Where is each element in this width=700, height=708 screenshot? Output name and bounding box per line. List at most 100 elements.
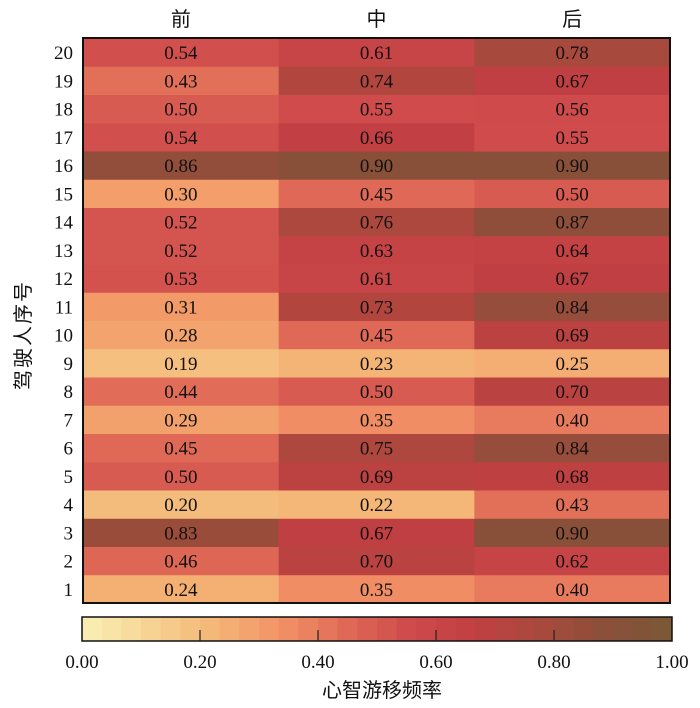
cell-value-label: 0.52 <box>164 241 197 262</box>
heatmap-cell <box>278 38 475 67</box>
cell-value-label: 0.23 <box>360 354 393 375</box>
heatmap-cell <box>83 66 280 95</box>
cell-value-label: 0.67 <box>360 523 393 544</box>
heatmap-cell <box>83 461 280 491</box>
heatmap-cell <box>278 94 475 124</box>
colorbar-segment <box>180 617 201 641</box>
colorbar-tick-label: 0.60 <box>419 652 452 673</box>
heatmap-cell <box>474 207 671 237</box>
heatmap-cell <box>83 377 280 406</box>
y-tick-label: 20 <box>54 43 73 64</box>
heatmap-cell <box>278 235 475 265</box>
cell-value-label: 0.54 <box>164 43 198 64</box>
cell-value-label: 0.22 <box>360 495 393 516</box>
colorbar-segment <box>298 617 319 641</box>
heatmap-cell <box>474 546 671 576</box>
heatmap-cell <box>474 122 671 152</box>
colorbar-segment <box>593 617 614 641</box>
cell-value-label: 0.55 <box>360 100 393 121</box>
cell-value-label: 0.30 <box>164 184 197 205</box>
colorbar-segment <box>652 617 673 641</box>
heatmap-cell <box>278 179 475 208</box>
cell-value-label: 0.84 <box>556 297 590 318</box>
heatmap-cell <box>278 490 475 519</box>
cell-value-label: 0.64 <box>556 241 590 262</box>
heatmap-cell <box>83 574 280 604</box>
colorbar-tick-labels: 0.00 0.20 0.40 0.60 0.80 1.00 <box>65 652 688 673</box>
y-tick-label: 2 <box>64 552 74 573</box>
cell-value-label: 0.74 <box>360 71 394 92</box>
heatmap-cell <box>474 94 671 124</box>
heatmap-cell <box>83 235 280 265</box>
cell-value-label: 0.90 <box>556 156 589 177</box>
heatmap-cell <box>278 207 475 237</box>
y-tick-label: 19 <box>54 71 73 92</box>
cell-value-label: 0.35 <box>360 580 393 601</box>
cell-value-label: 0.67 <box>556 71 589 92</box>
heatmap-cell <box>474 518 671 547</box>
heatmap-value-labels: 0.24 0.35 0.40 0.46 0.70 0.62 0.83 0.67 0.90 0.20… <box>164 43 589 601</box>
cell-value-label: 0.73 <box>360 297 393 318</box>
cell-value-label: 0.55 <box>556 128 589 149</box>
y-tick-label: 11 <box>55 297 73 318</box>
heatmap-cell <box>278 122 475 152</box>
colorbar-segment <box>416 617 437 641</box>
heatmap-cell <box>474 320 671 350</box>
heatmap-cell <box>83 151 280 180</box>
cell-value-label: 0.67 <box>556 269 589 290</box>
colorbar-segment <box>573 617 594 641</box>
y-tick-label: 5 <box>64 467 74 488</box>
cell-value-label: 0.87 <box>556 213 589 234</box>
colorbar-ticks <box>199 630 555 641</box>
heatmap-cell <box>278 461 475 491</box>
heatmap-cells <box>83 38 671 604</box>
cell-value-label: 0.45 <box>164 439 197 460</box>
colorbar-segment <box>259 617 280 641</box>
heatmap-cell <box>474 292 671 321</box>
heatmap-cell <box>278 264 475 293</box>
heatmap-cell <box>474 433 671 463</box>
y-tick-label: 14 <box>54 213 74 234</box>
colorbar-segment <box>396 617 417 641</box>
cell-value-label: 0.40 <box>556 580 589 601</box>
cell-value-label: 0.29 <box>164 410 197 431</box>
cell-value-label: 0.69 <box>556 326 589 347</box>
heatmap-cell <box>278 66 475 95</box>
cell-value-label: 0.45 <box>360 184 393 205</box>
heatmap-cell <box>278 320 475 350</box>
heatmap-cell <box>83 264 280 293</box>
y-tick-label: 15 <box>54 184 73 205</box>
colorbar-segment <box>239 617 260 641</box>
colorbar-segment <box>377 617 398 641</box>
heatmap-cell <box>474 348 671 378</box>
heatmap-cell <box>474 38 671 67</box>
y-tick-label: 17 <box>54 128 73 149</box>
colorbar-segment <box>534 617 555 641</box>
heatmap-cell <box>278 151 475 180</box>
y-tick-label: 4 <box>64 495 74 516</box>
y-tick-label: 12 <box>54 269 73 290</box>
colorbar-tick-label: 0.80 <box>537 652 570 673</box>
cell-value-label: 0.54 <box>164 128 198 149</box>
cell-value-label: 0.53 <box>164 269 197 290</box>
heatmap-cell <box>474 490 671 519</box>
heatmap-cell <box>83 320 280 350</box>
y-tick-label: 1 <box>64 580 74 601</box>
cell-value-label: 0.68 <box>556 467 589 488</box>
colorbar-label: 心智游移频率 <box>322 679 442 702</box>
colorbar-segment <box>318 617 339 641</box>
heatmap-cell <box>278 546 475 576</box>
colorbar-segment <box>475 617 496 641</box>
cell-value-label: 0.40 <box>556 410 589 431</box>
heatmap-cell <box>83 546 280 576</box>
cell-value-label: 0.61 <box>360 269 393 290</box>
heatmap-cell <box>83 207 280 237</box>
cell-value-label: 0.46 <box>164 552 197 573</box>
colorbar-segment <box>160 617 181 641</box>
colorbar-segment <box>101 617 122 641</box>
y-tick-label: 10 <box>54 326 73 347</box>
cell-value-label: 0.62 <box>556 552 589 573</box>
cell-value-label: 0.19 <box>164 354 197 375</box>
